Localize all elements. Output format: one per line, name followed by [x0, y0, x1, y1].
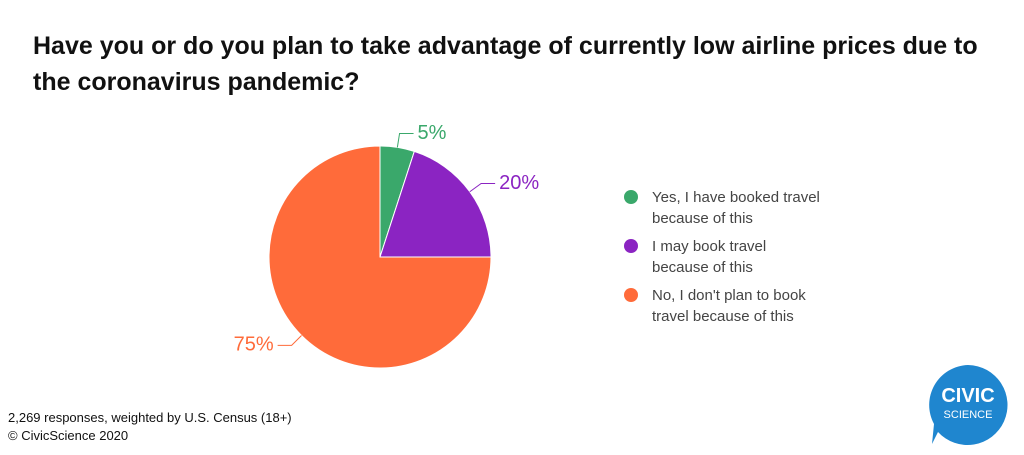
legend-swatch: [624, 190, 638, 204]
legend-item: I may book travel because of this: [624, 236, 824, 278]
leader-line: [469, 183, 496, 193]
legend-label: No, I don't plan to book travel because …: [652, 287, 806, 325]
data-label: 5%: [418, 122, 447, 144]
logo-text: SCIENCE: [944, 409, 993, 421]
pie-slice: [379, 150, 492, 258]
leader-line: [277, 335, 302, 346]
data-label: 20%: [499, 172, 539, 194]
legend-item: Yes, I have booked travel because of thi…: [624, 187, 824, 229]
footnote: © CivicScience 2020: [8, 428, 129, 443]
legend-label: I may book travel because of this: [652, 238, 767, 276]
footnote: 2,269 responses, weighted by U.S. Census…: [8, 410, 292, 425]
legend-swatch: [624, 239, 638, 253]
chart-title: Have you or do you plan to take advantag…: [33, 32, 978, 96]
legend-item: No, I don't plan to book travel because …: [624, 285, 824, 327]
logo-bubble: [929, 365, 1008, 445]
logo-text: CIVIC: [941, 385, 994, 407]
data-label: 75%: [234, 334, 274, 356]
legend-label: Yes, I have booked travel because of thi…: [652, 189, 820, 227]
leader-line: [396, 133, 414, 148]
legend-swatch: [624, 288, 638, 302]
